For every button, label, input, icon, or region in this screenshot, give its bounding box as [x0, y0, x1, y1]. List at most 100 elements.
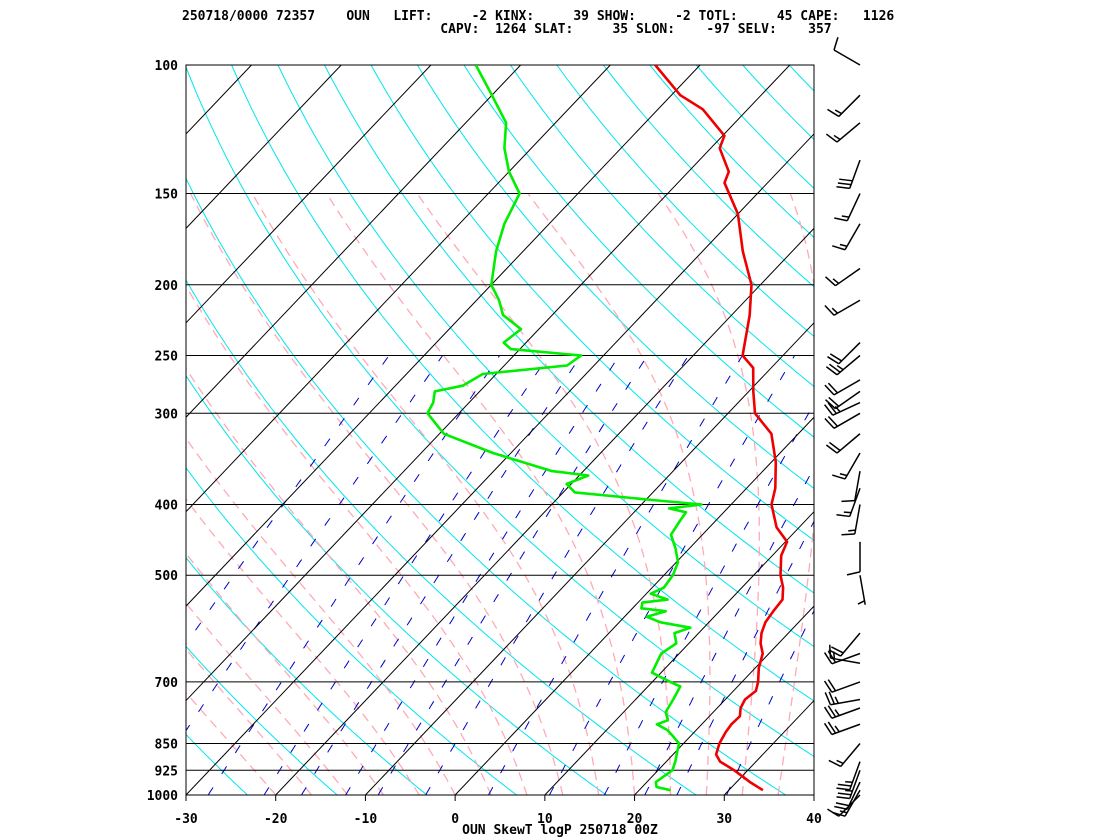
- dry-adiabat-line: [836, 65, 1120, 795]
- wind-barb: [836, 770, 861, 800]
- dry-adiabat-line: [788, 65, 814, 92]
- isotherm-line: [0, 65, 162, 795]
- moist-adiabat-line: [657, 193, 760, 795]
- mixing-ratio-line: [186, 355, 390, 645]
- temperature-tick-label: -10: [354, 812, 378, 827]
- pressure-tick-label: 300: [155, 407, 179, 422]
- wind-barb: [824, 299, 861, 316]
- wind-barb: [857, 575, 866, 605]
- dry-adiabat-line: [649, 65, 814, 238]
- wind-barb: [836, 761, 861, 791]
- dry-adiabat-line: [324, 65, 814, 594]
- dry-adiabat-line: [975, 65, 1120, 795]
- wind-barb: [823, 705, 861, 719]
- temperature-tick-label: 20: [627, 812, 643, 827]
- wind-barb: [823, 679, 861, 693]
- wind-barb: [824, 691, 861, 706]
- moist-adiabat-line: [186, 691, 277, 795]
- temperature-tick-label: -20: [264, 812, 288, 827]
- pressure-tick-label: 1000: [147, 789, 178, 804]
- isotherm-line: [186, 133, 814, 795]
- moist-adiabat-line: [326, 193, 636, 795]
- isotherm-line: [365, 322, 814, 795]
- chart-title: OUN SkewT logP 250718 00Z: [462, 823, 658, 838]
- moist-adiabat-line: [189, 193, 564, 795]
- wind-barb: [823, 650, 861, 665]
- dry-adiabat-line: [556, 65, 814, 338]
- temperature-tick-label: -30: [174, 812, 198, 827]
- dry-adiabat-line: [186, 556, 428, 795]
- dry-adiabat-line: [1022, 65, 1120, 795]
- mixing-ratio-line: [488, 355, 743, 795]
- wind-barb: [824, 412, 861, 429]
- wind-barb: [828, 632, 861, 657]
- wind-barb: [834, 193, 861, 222]
- moist-adiabat-line: [527, 193, 711, 795]
- mixing-ratio-line: [207, 355, 501, 795]
- temperature-tick-label: 40: [806, 812, 822, 827]
- dry-adiabat-line: [929, 65, 1120, 795]
- dry-adiabat-line: [186, 733, 248, 795]
- isotherm-line: [186, 65, 791, 702]
- pressure-labels: 100 150 200 250 300 400 500 700 850 925 1000: [147, 59, 178, 804]
- pressure-tick-label: 925: [155, 764, 178, 779]
- dry-adiabat-line: [1115, 65, 1120, 795]
- dry-adiabat-line: [695, 65, 814, 190]
- isotherm-line: [0, 65, 72, 795]
- moist-adiabat-line: [186, 648, 313, 795]
- wind-barb: [827, 94, 861, 118]
- moist-adiabat-line: [186, 367, 492, 795]
- wind-barb: [825, 390, 861, 410]
- moist-adiabat-line: [186, 552, 384, 795]
- wind-barb: [834, 781, 861, 810]
- plot-border: [185, 64, 815, 796]
- moist-adiabat-line: [186, 498, 420, 795]
- mixing-ratio-line: [603, 402, 814, 795]
- dry-adiabat-line: [882, 65, 1120, 795]
- wind-barb: [824, 379, 861, 396]
- temperature-tick-label: 10: [537, 812, 553, 827]
- wind-barb: [825, 267, 861, 287]
- isotherm-line: [723, 699, 814, 795]
- plot-frame: [185, 64, 815, 796]
- isotherm-line: [454, 416, 814, 795]
- wind-barb: [841, 470, 861, 503]
- wind-barb: [832, 223, 861, 251]
- dewpoint-profile-line: [426, 65, 703, 792]
- isotherm-line: [186, 65, 342, 230]
- mixing-ratio-line: [186, 355, 444, 732]
- wind-barb: [823, 721, 861, 736]
- pressure-tick-label: 500: [155, 569, 179, 584]
- isotherm-line: [275, 227, 814, 795]
- wind-barbs: [823, 37, 866, 817]
- moist-adiabat-line: [186, 602, 349, 795]
- pressure-tick-label: 200: [155, 279, 179, 294]
- moist-adiabats: [186, 193, 814, 795]
- isotherm-line: [186, 65, 252, 135]
- pressure-tick-label: 150: [155, 188, 179, 203]
- isotherm-line: [186, 65, 522, 418]
- header-line-1: 250718/0000 72357 OUN LIFT: -2 KINX: 39 …: [182, 9, 895, 24]
- wind-barb: [841, 504, 861, 536]
- temperature-tick-label: 30: [716, 812, 732, 827]
- pressure-tick-label: 700: [155, 676, 179, 691]
- isotherms: [0, 65, 814, 795]
- pressure-tick-label: 250: [155, 349, 179, 364]
- temperature-profile-line: [654, 65, 789, 792]
- wind-barb: [832, 452, 861, 480]
- moist-adiabat-line: [251, 193, 600, 795]
- isotherm-line: [544, 510, 814, 795]
- isotherm-line: [186, 65, 701, 607]
- wind-barb: [825, 354, 861, 376]
- mixing-ratio-line: [301, 355, 582, 795]
- wind-barb: [836, 487, 861, 518]
- moist-adiabat-line: [186, 437, 456, 795]
- wind-barb: [827, 342, 861, 365]
- pressure-tick-label: 400: [155, 499, 179, 514]
- dry-adiabat-line: [186, 279, 697, 795]
- mixing-ratio-line: [263, 355, 549, 795]
- wind-barb: [833, 37, 861, 66]
- temperature-tick-label: 0: [451, 812, 459, 827]
- moist-adiabat-line: [777, 193, 814, 795]
